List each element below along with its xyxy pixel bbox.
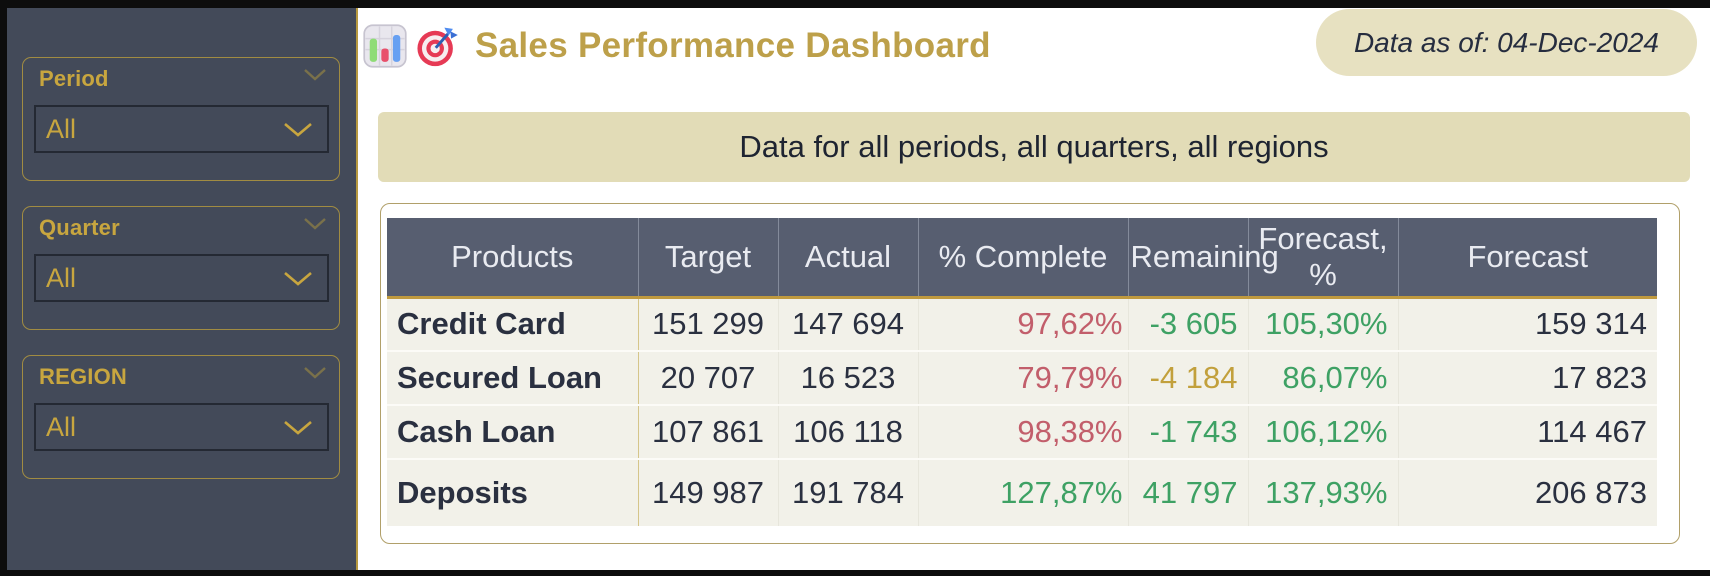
- target-icon: [415, 24, 459, 68]
- slicer-region-label: REGION: [39, 364, 127, 389]
- chevron-down-icon: [283, 412, 313, 443]
- product-name: Credit Card: [387, 297, 638, 351]
- col-header-forecast-pct: Forecast, %: [1247, 218, 1398, 299]
- pct-complete-value: 127,87%: [917, 458, 1128, 526]
- remaining-value: -3 605: [1127, 297, 1248, 351]
- period-dropdown-value: All: [46, 113, 77, 144]
- col-header-actual: Actual: [777, 218, 918, 299]
- target-value: 149 987: [637, 458, 778, 526]
- product-name: Secured Loan: [387, 350, 638, 405]
- sales-table: Products Target Actual % Complete Remain…: [387, 218, 1657, 526]
- actual-value: 16 523: [777, 350, 918, 405]
- forecast-pct-value: 137,93%: [1247, 458, 1398, 526]
- target-value: 20 707: [637, 350, 778, 405]
- col-header-forecast: Forecast: [1397, 218, 1657, 299]
- chevron-down-icon[interactable]: [303, 366, 327, 384]
- actual-value: 147 694: [777, 297, 918, 351]
- window-frame-top: [0, 0, 1710, 8]
- slicer-quarter-label: Quarter: [39, 215, 120, 240]
- dashboard-header: Sales Performance Dashboard Data as of: …: [358, 8, 1710, 103]
- forecast-value: 159 314: [1397, 297, 1657, 351]
- title-group: Sales Performance Dashboard: [363, 24, 991, 68]
- forecast-pct-value: 105,30%: [1247, 297, 1398, 351]
- table-row: Cash Loan 107 861 106 118 98,38% -1 743 …: [387, 404, 1657, 459]
- remaining-value: -1 743: [1127, 404, 1248, 459]
- forecast-value: 17 823: [1397, 350, 1657, 405]
- product-name: Deposits: [387, 458, 638, 526]
- region-dropdown-value: All: [46, 411, 77, 442]
- forecast-value: 206 873: [1397, 458, 1657, 526]
- data-as-of-badge: Data as of: 04-Dec-2024: [1315, 9, 1697, 76]
- remaining-value: -4 184: [1127, 350, 1248, 405]
- table-header-row: Products Target Actual % Complete Remain…: [387, 218, 1657, 299]
- target-value: 107 861: [637, 404, 778, 459]
- slicer-period: Period All: [22, 57, 340, 181]
- col-header-pct-complete: % Complete: [917, 218, 1128, 299]
- chevron-down-icon[interactable]: [303, 68, 327, 86]
- bar-chart-icon: [363, 24, 407, 68]
- table-row: Deposits 149 987 191 784 127,87% 41 797 …: [387, 458, 1657, 526]
- sales-table-card: Products Target Actual % Complete Remain…: [380, 203, 1680, 544]
- forecast-pct-value: 106,12%: [1247, 404, 1398, 459]
- page-title: Sales Performance Dashboard: [475, 26, 991, 65]
- window-frame-left: [0, 0, 7, 576]
- quarter-dropdown-value: All: [46, 262, 77, 293]
- table-row: Secured Loan 20 707 16 523 79,79% -4 184…: [387, 350, 1657, 405]
- product-name: Cash Loan: [387, 404, 638, 459]
- chevron-down-icon: [283, 263, 313, 294]
- filter-summary-banner: Data for all periods, all quarters, all …: [378, 112, 1690, 182]
- slicer-region: REGION All: [22, 355, 340, 479]
- filter-sidebar: Period All Quarter All REGION All: [7, 8, 358, 570]
- region-dropdown[interactable]: All: [34, 403, 329, 451]
- remaining-value: 41 797: [1127, 458, 1248, 526]
- quarter-dropdown[interactable]: All: [34, 254, 329, 302]
- actual-value: 106 118: [777, 404, 918, 459]
- pct-complete-value: 97,62%: [917, 297, 1128, 351]
- slicer-period-label: Period: [39, 66, 109, 91]
- target-value: 151 299: [637, 297, 778, 351]
- forecast-pct-value: 86,07%: [1247, 350, 1398, 405]
- pct-complete-value: 79,79%: [917, 350, 1128, 405]
- col-header-remaining: Remaining: [1127, 218, 1279, 299]
- dashboard-main: Sales Performance Dashboard Data as of: …: [358, 8, 1710, 570]
- actual-value: 191 784: [777, 458, 918, 526]
- chevron-down-icon[interactable]: [303, 217, 327, 235]
- window-frame-bottom: [0, 570, 1710, 576]
- col-header-products: Products: [387, 218, 638, 299]
- slicer-quarter: Quarter All: [22, 206, 340, 330]
- table-row: Credit Card 151 299 147 694 97,62% -3 60…: [387, 297, 1657, 351]
- pct-complete-value: 98,38%: [917, 404, 1128, 459]
- forecast-value: 114 467: [1397, 404, 1657, 459]
- chevron-down-icon: [283, 114, 313, 145]
- period-dropdown[interactable]: All: [34, 105, 329, 153]
- col-header-target: Target: [637, 218, 778, 299]
